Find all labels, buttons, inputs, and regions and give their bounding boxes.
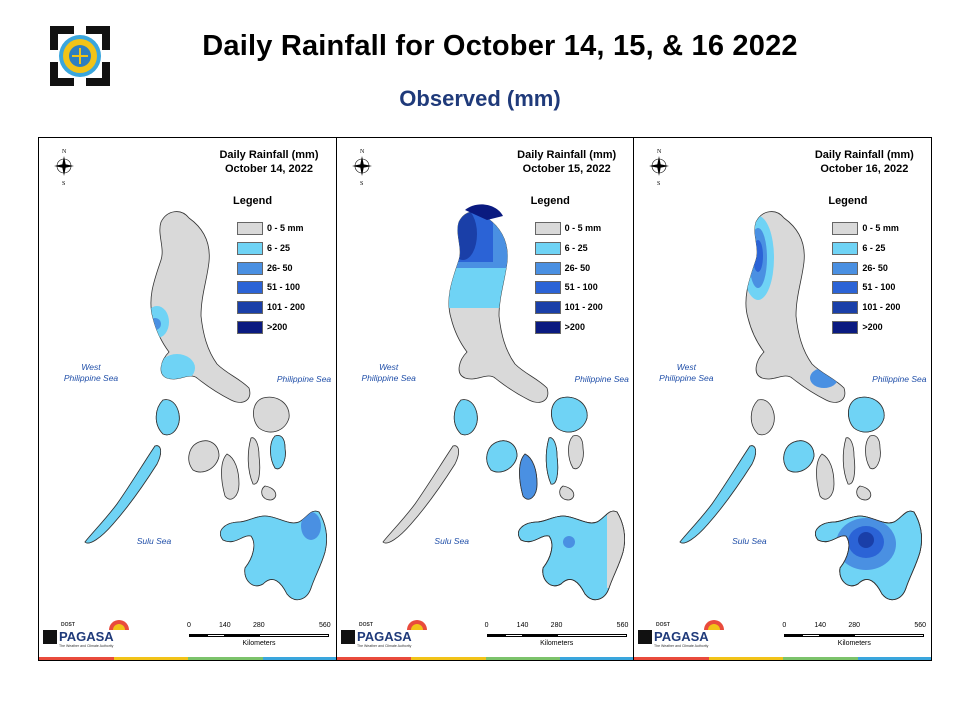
svg-text:N: N	[360, 149, 365, 155]
legend-item: 0 - 5 mm	[534, 222, 634, 236]
svg-text:DOST: DOST	[359, 622, 373, 628]
map-panel-oct-14: N S Daily Rainfall (mm) October 14, 2022…	[39, 138, 336, 660]
legend-item: 0 - 5 mm	[832, 222, 931, 236]
west-philippine-sea-label: West Philippine Sea	[63, 362, 119, 383]
compass-rose-icon: N S	[649, 149, 670, 186]
map-panel-oct-15: N S Daily Rainfall (mm) October 15, 2022…	[335, 138, 634, 660]
svg-text:DOST: DOST	[61, 622, 75, 628]
compass-rose-icon: N S	[351, 149, 372, 186]
panel-heading: Daily Rainfall (mm)	[517, 149, 617, 161]
panel-heading: Daily Rainfall (mm)	[219, 149, 319, 161]
sulu-sea-label: Sulu Sea	[434, 536, 469, 546]
svg-text:PAGASA: PAGASA	[59, 629, 114, 644]
svg-text:S: S	[62, 181, 65, 186]
panel-heading: Daily Rainfall (mm)	[814, 149, 914, 161]
svg-text:S: S	[657, 181, 660, 186]
panel-title: Daily Rainfall (mm) October 14, 2022	[207, 148, 331, 176]
rainfall-maps: N S Daily Rainfall (mm) October 14, 2022…	[38, 137, 932, 661]
svg-text:PAGASA: PAGASA	[357, 629, 412, 644]
philippine-sea-label: Philippine Sea	[276, 374, 332, 384]
pagasa-logo: DOST PAGASA The Weather and Climate Auth…	[636, 614, 726, 652]
philippines-rainfall-map	[337, 204, 625, 601]
pagasa-logo: DOST PAGASA The Weather and Climate Auth…	[339, 614, 429, 652]
west-philippine-sea-label: West Philippine Sea	[659, 362, 714, 383]
philippine-sea-label: Philippine Sea	[574, 374, 629, 384]
panel-date: October 14, 2022	[224, 163, 314, 175]
legend-item: >200	[534, 321, 634, 335]
legend-item: 0 - 5 mm	[237, 222, 336, 236]
legend-item: 26- 50	[534, 262, 634, 276]
svg-text:N: N	[62, 149, 67, 155]
panel-date: October 16, 2022	[820, 163, 909, 175]
page-title: Daily Rainfall for October 14, 15, & 16 …	[202, 30, 798, 62]
svg-text:N: N	[657, 149, 662, 155]
legend-item: 101 - 200	[534, 301, 634, 315]
scale-bar: 0 140 280 560 Kilometers	[782, 622, 927, 647]
legend-item: 101 - 200	[237, 301, 336, 315]
panel-date: October 15, 2022	[522, 163, 611, 175]
legend-item: 6 - 25	[832, 242, 931, 256]
svg-text:The Weather and Climate Author: The Weather and Climate Authority	[357, 644, 412, 648]
compass-rose-icon: N S	[54, 149, 74, 186]
scale-bar: 0 140 280 560 Kilometers	[187, 622, 331, 647]
philippines-rainfall-map	[679, 138, 923, 601]
legend-item: 101 - 200	[832, 301, 931, 315]
svg-text:DOST: DOST	[656, 622, 670, 628]
legend-item: 6 - 25	[534, 242, 634, 256]
legend-item: 26- 50	[237, 262, 336, 276]
legend-item: >200	[237, 321, 336, 335]
legend-item: 6 - 25	[237, 242, 336, 256]
map-panel-oct-16: N S Daily Rainfall (mm) October 16, 2022…	[633, 138, 932, 660]
panel-title: Daily Rainfall (mm) October 15, 2022	[505, 148, 629, 176]
legend-item: >200	[832, 321, 931, 335]
panel-title: Daily Rainfall (mm) October 16, 2022	[802, 148, 926, 176]
page-subtitle: Observed (mm)	[399, 86, 561, 111]
svg-text:The Weather and Climate Author: The Weather and Climate Authority	[59, 644, 114, 648]
scale-bar: 0 140 280 560 Kilometers	[484, 622, 629, 647]
philippines-rainfall-map	[84, 138, 328, 601]
legend-item: 51 - 100	[832, 281, 931, 295]
svg-text:PAGASA: PAGASA	[654, 629, 709, 644]
svg-text:S: S	[360, 181, 363, 186]
sulu-sea-label: Sulu Sea	[732, 536, 767, 546]
west-philippine-sea-label: West Philippine Sea	[361, 362, 416, 383]
philippine-sea-label: Philippine Sea	[872, 374, 927, 384]
sulu-sea-label: Sulu Sea	[136, 536, 172, 546]
legend-item: 51 - 100	[237, 281, 336, 295]
legend-heading: Legend	[828, 195, 868, 207]
svg-text:The Weather and Climate Author: The Weather and Climate Authority	[654, 644, 709, 648]
legend-item: 26- 50	[832, 262, 931, 276]
pagasa-seal-logo	[48, 24, 112, 88]
pagasa-logo: DOST PAGASA The Weather and Climate Auth…	[41, 614, 131, 652]
color-strip	[39, 657, 336, 660]
legend-heading: Legend	[233, 195, 273, 207]
color-strip	[634, 657, 932, 660]
color-strip	[336, 657, 634, 660]
legend-heading: Legend	[530, 195, 570, 207]
legend-item: 51 - 100	[534, 281, 634, 295]
